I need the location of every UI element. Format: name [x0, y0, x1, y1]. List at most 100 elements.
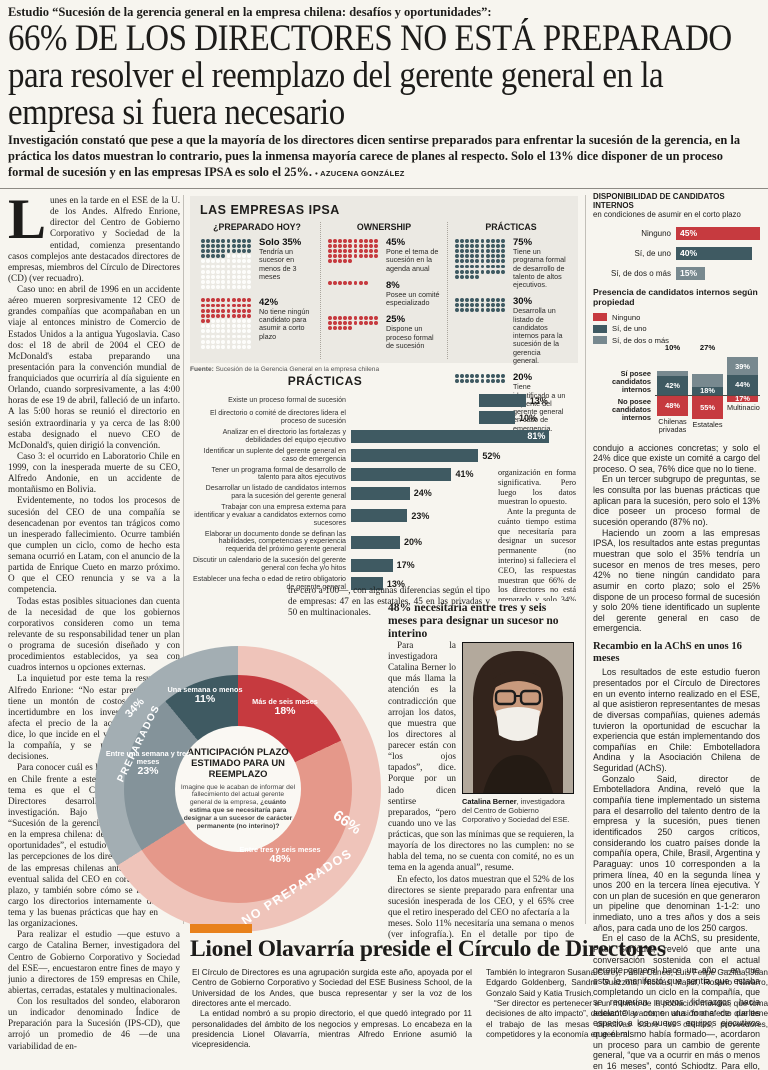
disponibilidad-subtitle: en condiciones de asumir en el corto pla…	[593, 210, 741, 219]
dot	[216, 303, 221, 308]
dot	[216, 269, 221, 274]
dot	[353, 315, 358, 320]
dot	[216, 334, 221, 339]
bar-value: 52%	[482, 450, 501, 461]
dot	[242, 285, 246, 290]
dot	[205, 329, 210, 334]
waffle-item: 75% Tiene un programa formal de desarroll…	[454, 238, 568, 289]
dot	[459, 298, 464, 302]
dot	[210, 339, 215, 344]
dot	[480, 373, 485, 378]
dot	[221, 344, 226, 349]
bar	[479, 394, 526, 407]
dot	[337, 248, 342, 253]
dot	[348, 248, 353, 253]
dot	[221, 329, 226, 334]
presencia-columns: 10% 42% 48% Chilenas privadas 27% 18% 55% Estat…	[655, 343, 760, 434]
legend-swatch	[593, 313, 607, 322]
dot	[231, 344, 236, 349]
dot	[454, 269, 459, 274]
dot	[247, 264, 252, 269]
byline: • AZUCENA GONZÁLEZ	[315, 169, 405, 179]
dot	[496, 248, 500, 253]
legend-swatch	[593, 324, 607, 333]
dot	[332, 254, 337, 259]
dot	[353, 254, 358, 259]
dot	[226, 319, 231, 323]
paragraph: “Ser director es pertenecer a un mínimo …	[486, 998, 768, 1039]
waffle-label: Solo 35% Tendría un sucesor en menos de 3…	[254, 238, 314, 290]
waffle-value: 8%	[386, 279, 400, 291]
slice-label-entre-tres-y-seis: Entre tres y seis meses 48%	[229, 845, 331, 866]
dot	[231, 238, 236, 243]
dot	[459, 303, 464, 308]
dot	[242, 303, 246, 308]
header-rule	[0, 188, 768, 189]
dot	[470, 243, 475, 248]
dot	[485, 254, 490, 259]
dot	[464, 269, 469, 274]
practicas-row: Discutir un calendario de la sucesión de…	[190, 556, 578, 573]
bar: 40%	[676, 247, 752, 260]
dot	[231, 334, 236, 339]
dot	[490, 303, 495, 308]
dot	[221, 243, 226, 248]
dot	[464, 264, 469, 269]
dot	[470, 303, 475, 308]
dot	[236, 264, 241, 269]
dot	[332, 321, 337, 326]
dot	[247, 329, 252, 334]
paragraph: En un tercer subgrupo de preguntas, se l…	[593, 474, 760, 528]
dot	[327, 321, 332, 326]
paragraph: Con los resultados del sondeo, elaboraro…	[8, 996, 180, 1051]
dot	[231, 285, 236, 290]
dot	[221, 298, 226, 303]
dot	[454, 303, 459, 308]
slice-label-entre-una-semana-y-tres: Entre una semana y tres meses 23%	[103, 749, 193, 778]
dot	[200, 259, 205, 264]
dot	[200, 344, 205, 349]
dot	[200, 334, 205, 339]
dot	[348, 321, 353, 326]
dot	[210, 269, 215, 274]
dot	[247, 344, 252, 349]
dot	[205, 298, 210, 303]
achs-subhead: Recambio en la AChS en unos 16 meses	[593, 641, 742, 664]
dot	[480, 264, 485, 269]
dot	[210, 344, 215, 349]
dot	[242, 324, 246, 329]
dot	[337, 326, 342, 331]
waffle-grid	[200, 298, 254, 350]
dot	[242, 248, 246, 253]
dot	[226, 248, 231, 253]
dot	[200, 285, 205, 290]
dot	[200, 324, 205, 329]
dot	[369, 243, 373, 248]
dot	[226, 254, 231, 259]
dot	[496, 298, 500, 302]
bar-label: Trabajar con una empresa externa para id…	[194, 503, 346, 527]
dot	[480, 298, 485, 302]
paragraph: También lo integraron Susana Carey, Paol…	[486, 968, 768, 998]
dot	[200, 319, 205, 323]
dot	[485, 264, 490, 269]
dot	[327, 281, 332, 286]
dot	[374, 315, 379, 320]
waffle-label: 45% Pone el tema de sucesión en la agenda…	[381, 238, 441, 273]
dot	[464, 298, 469, 302]
dot	[210, 334, 215, 339]
dot	[470, 269, 475, 274]
dot	[216, 254, 221, 259]
dot	[332, 248, 337, 253]
bar-label: Elaborar un documento donde se definan l…	[204, 529, 346, 554]
box-col-left: El Círculo de Directores es una agrupaci…	[192, 968, 472, 1068]
paragraph: En efecto, los datos muestran que el 52%…	[388, 873, 574, 917]
bar-value: 10%	[519, 412, 538, 423]
segment-de-uno: 18%	[692, 386, 723, 395]
dot	[454, 243, 459, 248]
stack-above: 10% 42%	[657, 343, 688, 395]
waffle-label: 25% Dispone un proceso formal de sucesión	[381, 315, 441, 350]
axis-label-negative: No posee candidatos internos	[611, 396, 651, 422]
dot	[480, 303, 485, 308]
